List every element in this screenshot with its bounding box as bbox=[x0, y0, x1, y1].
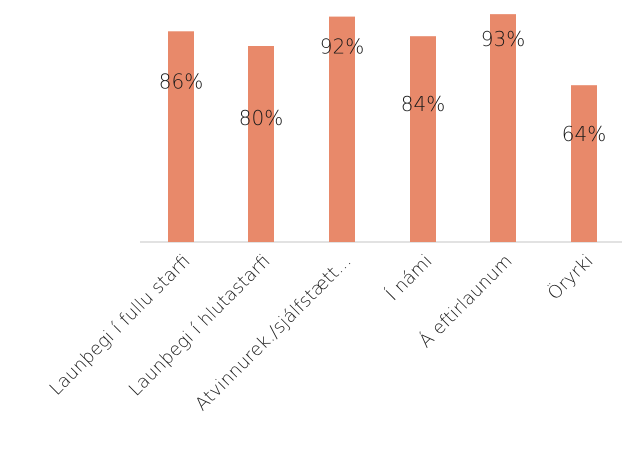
value-label-3: 92% bbox=[320, 35, 364, 59]
x-tick-label-3: Atvinnurek./sjálfstætt... bbox=[191, 251, 355, 415]
value-label-4: 84% bbox=[401, 92, 445, 116]
bar-4 bbox=[410, 36, 436, 243]
bars bbox=[168, 14, 597, 243]
x-tick-label-1: Launþegi í fullu starfi bbox=[46, 251, 195, 400]
value-label-1: 86% bbox=[159, 69, 203, 93]
value-label-6: 64% bbox=[562, 122, 606, 146]
value-label-5: 93% bbox=[481, 27, 525, 51]
bar-2 bbox=[248, 46, 274, 242]
x-tick-label-2: Launþegi í hlutastarfi bbox=[125, 251, 275, 401]
bar-3 bbox=[329, 16, 355, 242]
value-labels: 86% 80% 92% 84% 93% 64% bbox=[159, 27, 606, 146]
bar-6 bbox=[571, 85, 597, 242]
bar-1 bbox=[168, 31, 194, 242]
x-tick-label-6: Öryrki bbox=[543, 250, 597, 304]
value-label-2: 80% bbox=[239, 106, 283, 130]
x-tick-label-4: Í námi bbox=[381, 250, 436, 305]
bar-5 bbox=[490, 14, 516, 243]
